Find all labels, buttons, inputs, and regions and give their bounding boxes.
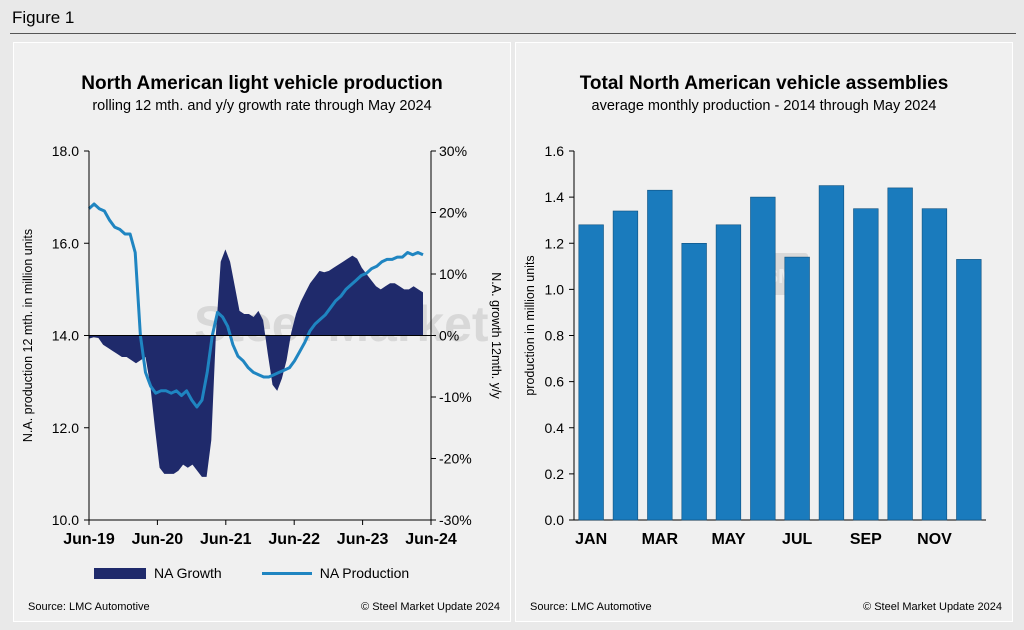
y-tick-label: 18.0 <box>52 143 79 159</box>
y-tick-label: 1.4 <box>545 189 565 205</box>
y-axis-label: N.A. production 12 mth. in million units <box>21 229 35 442</box>
x-tick-label: Jun-23 <box>337 531 389 548</box>
growth-area <box>89 249 423 477</box>
figure-rule <box>10 33 1016 34</box>
y-axis-label: production in million units <box>523 255 537 395</box>
bar-jan <box>578 224 604 521</box>
y-tick-label: 0.8 <box>545 328 565 344</box>
chart-title: North American light vehicle production <box>81 73 443 94</box>
y-tick-label: 0.2 <box>545 466 565 482</box>
figure-label: Figure 1 <box>12 8 75 27</box>
y-tick-label: 1.2 <box>545 235 565 251</box>
y-tick-label: 1.6 <box>545 143 565 159</box>
bar-jun <box>750 196 776 521</box>
x-tick-label: JAN <box>575 531 607 548</box>
y2-tick-label: -20% <box>439 451 472 467</box>
y-tick-label: 0.4 <box>545 420 565 436</box>
bar-feb <box>612 210 639 521</box>
legend-item-production: NA Production <box>261 565 410 581</box>
x-tick-label: SEP <box>850 531 882 548</box>
y-tick-label: 12.0 <box>52 420 79 436</box>
bar-apr <box>681 243 707 521</box>
copyright-note: © Steel Market Update 2024 <box>863 601 1002 613</box>
y2-tick-label: 10% <box>439 266 467 282</box>
bar-aug <box>818 185 845 521</box>
x-tick-label: MAR <box>642 531 679 548</box>
x-tick-label: Jun-20 <box>132 531 184 548</box>
bar-mar <box>647 189 673 521</box>
y2-tick-label: -30% <box>439 512 472 528</box>
legend-swatch-growth <box>94 567 146 579</box>
y-tick-label: 14.0 <box>52 328 79 344</box>
x-tick-label: MAY <box>711 531 745 548</box>
x-tick-label: Jun-24 <box>405 531 457 548</box>
chart-subtitle: rolling 12 mth. and y/y growth rate thro… <box>92 98 432 114</box>
production-chart: Steel MarketUpdate10.012.014.016.018.0-3… <box>21 143 688 548</box>
y-tick-label: 10.0 <box>52 512 79 528</box>
y-tick-label: 1.0 <box>545 281 565 297</box>
legend-label-growth: NA Growth <box>154 565 222 581</box>
x-tick-label: NOV <box>917 531 952 548</box>
y-tick-label: 0.0 <box>545 512 565 528</box>
x-tick-label: Jun-22 <box>268 531 320 548</box>
legend-swatch-production <box>261 571 312 575</box>
y2-tick-label: 30% <box>439 143 467 159</box>
copyright-note: © Steel Market Update 2024 <box>361 601 500 613</box>
x-tick-label: JUL <box>782 531 812 548</box>
production-line <box>87 202 424 409</box>
y2-tick-label: -10% <box>439 389 472 405</box>
bar-may <box>715 224 742 521</box>
y2-tick-label: 20% <box>439 205 467 221</box>
bar-jul <box>784 256 810 521</box>
chart-legend: NA Growth NA Production <box>94 565 449 581</box>
x-tick-label: Jun-19 <box>63 531 115 548</box>
y-tick-label: 0.6 <box>545 374 565 390</box>
source-note: Source: LMC Automotive <box>28 601 150 613</box>
y-tick-label: 16.0 <box>52 235 79 251</box>
bar-sep <box>853 208 879 521</box>
bar-oct <box>887 187 913 521</box>
assemblies-chart: SMU0.00.20.40.60.81.01.21.41.6JANMARMAYJ… <box>523 143 986 548</box>
assemblies-chart-panel: Total North American vehicle assemblies … <box>515 42 1013 622</box>
legend-label-production: NA Production <box>319 565 410 581</box>
source-note: Source: LMC Automotive <box>530 601 652 613</box>
x-tick-label: Jun-21 <box>200 531 252 548</box>
production-chart-panel: North American light vehicle production … <box>13 42 688 622</box>
bar-nov <box>921 208 948 521</box>
legend-item-growth: NA Growth <box>94 565 222 581</box>
chart-title: Total North American vehicle assemblies <box>579 73 949 94</box>
y2-tick-label: 0% <box>439 328 459 344</box>
bar-dec <box>956 259 982 521</box>
chart-subtitle: average monthly production - 2014 throug… <box>591 98 937 114</box>
y2-axis-label: N.A. growth 12mth. y/y <box>489 272 503 399</box>
